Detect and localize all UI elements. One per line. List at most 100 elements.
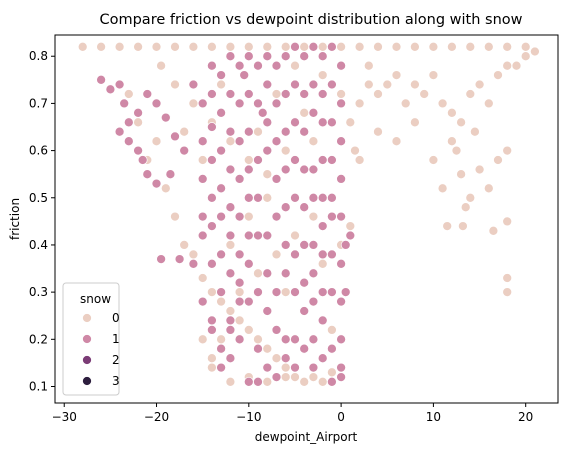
- data-point-snow-0: [156, 60, 166, 71]
- data-point-snow-0: [160, 183, 171, 194]
- data-point-snow-1: [290, 41, 300, 52]
- data-point-snow-0: [234, 287, 245, 297]
- data-point-snow-1: [345, 230, 356, 241]
- data-point-snow-0: [382, 79, 393, 90]
- data-point-snow-1: [317, 353, 328, 364]
- data-point-snow-0: [447, 107, 457, 118]
- data-point-snow-1: [207, 315, 217, 326]
- data-point-snow-0: [354, 98, 365, 109]
- data-point-snow-0: [317, 258, 328, 269]
- data-point-snow-0: [262, 41, 273, 52]
- data-point-snow-0: [207, 41, 217, 52]
- data-point-snow-1: [280, 268, 291, 279]
- data-point-snow-0: [354, 155, 365, 165]
- data-point-snow-0: [271, 353, 282, 364]
- data-point-snow-0: [447, 41, 457, 52]
- data-point-snow-1: [327, 249, 337, 260]
- data-point-snow-0: [317, 70, 328, 80]
- x-tick-label: −30: [52, 410, 77, 424]
- chart-title: Compare friction vs dewpoint distributio…: [99, 12, 522, 28]
- data-point-snow-0: [458, 221, 468, 231]
- data-point-snow-1: [151, 98, 162, 109]
- data-point-snow-0: [502, 145, 513, 156]
- data-point-snow-1: [137, 155, 148, 165]
- data-point-snow-0: [207, 362, 217, 373]
- data-point-snow-1: [262, 362, 273, 373]
- data-point-snow-1: [253, 60, 263, 71]
- data-point-snow-0: [253, 334, 263, 345]
- data-point-snow-1: [327, 376, 337, 387]
- data-point-snow-1: [197, 296, 208, 307]
- data-point-snow-1: [308, 362, 319, 373]
- data-point-snow-0: [290, 60, 300, 71]
- data-point-snow-1: [327, 287, 337, 297]
- data-point-snow-0: [290, 230, 300, 241]
- data-point-snow-1: [225, 202, 236, 213]
- x-tick-label: 20: [518, 410, 533, 424]
- data-point-snow-1: [317, 117, 328, 128]
- data-point-snow-1: [317, 315, 328, 326]
- data-point-snow-1: [336, 60, 346, 71]
- data-point-snow-0: [373, 41, 383, 52]
- data-point-snow-1: [327, 192, 337, 203]
- data-point-snow-1: [271, 60, 282, 71]
- legend-label: 0: [112, 311, 120, 325]
- data-point-snow-1: [207, 192, 217, 203]
- data-point-snow-0: [363, 60, 374, 71]
- legend-marker: [82, 376, 92, 386]
- data-point-snow-1: [123, 136, 134, 147]
- data-point-snow-0: [460, 202, 471, 213]
- data-point-snow-1: [234, 60, 245, 71]
- data-point-snow-0: [419, 89, 430, 99]
- data-point-snow-1: [257, 107, 268, 118]
- data-point-snow-1: [336, 334, 346, 345]
- data-point-snow-1: [234, 334, 245, 345]
- x-tick-label: 10: [426, 410, 441, 424]
- data-point-snow-0: [354, 41, 365, 52]
- data-point-snow-0: [151, 41, 162, 52]
- legend: snow 0 1 2 3: [62, 282, 120, 396]
- data-point-snow-0: [253, 268, 263, 279]
- data-point-snow-0: [465, 192, 476, 203]
- data-point-snow-0: [133, 41, 143, 52]
- data-point-snow-0: [474, 79, 485, 90]
- data-point-snow-0: [391, 41, 402, 52]
- data-point-snow-0: [179, 240, 190, 250]
- data-point-snow-1: [207, 221, 217, 231]
- data-point-snow-0: [280, 145, 291, 156]
- data-point-snow-1: [280, 89, 291, 99]
- data-points: [77, 41, 540, 387]
- data-point-snow-0: [483, 98, 494, 109]
- data-point-snow-1: [327, 211, 337, 222]
- data-point-snow-0: [123, 89, 134, 99]
- data-point-snow-1: [197, 230, 208, 241]
- data-point-snow-1: [243, 51, 254, 62]
- data-point-snow-0: [308, 136, 319, 147]
- data-point-snow-1: [197, 136, 208, 147]
- data-point-snow-1: [262, 79, 273, 90]
- data-point-snow-1: [207, 122, 217, 132]
- data-point-snow-1: [308, 192, 319, 203]
- data-point-snow-1: [317, 287, 328, 297]
- data-point-snow-1: [308, 79, 319, 90]
- data-point-snow-0: [336, 89, 346, 99]
- data-point-snow-1: [308, 41, 319, 52]
- data-point-snow-1: [253, 155, 263, 165]
- data-point-snow-0: [483, 183, 494, 194]
- data-point-snow-1: [207, 258, 217, 269]
- data-point-snow-1: [336, 258, 346, 269]
- data-point-snow-0: [188, 249, 199, 260]
- data-point-snow-1: [308, 334, 319, 345]
- data-point-snow-0: [234, 315, 245, 326]
- data-point-snow-1: [197, 211, 208, 222]
- data-point-snow-1: [234, 296, 245, 307]
- data-point-snow-1: [271, 325, 282, 335]
- data-point-snow-1: [225, 325, 236, 335]
- data-point-snow-0: [470, 126, 480, 137]
- data-point-snow-1: [216, 249, 226, 260]
- data-point-snow-1: [253, 192, 263, 203]
- data-point-snow-1: [253, 376, 263, 387]
- data-point-snow-0: [243, 41, 254, 52]
- data-point-snow-1: [262, 145, 273, 156]
